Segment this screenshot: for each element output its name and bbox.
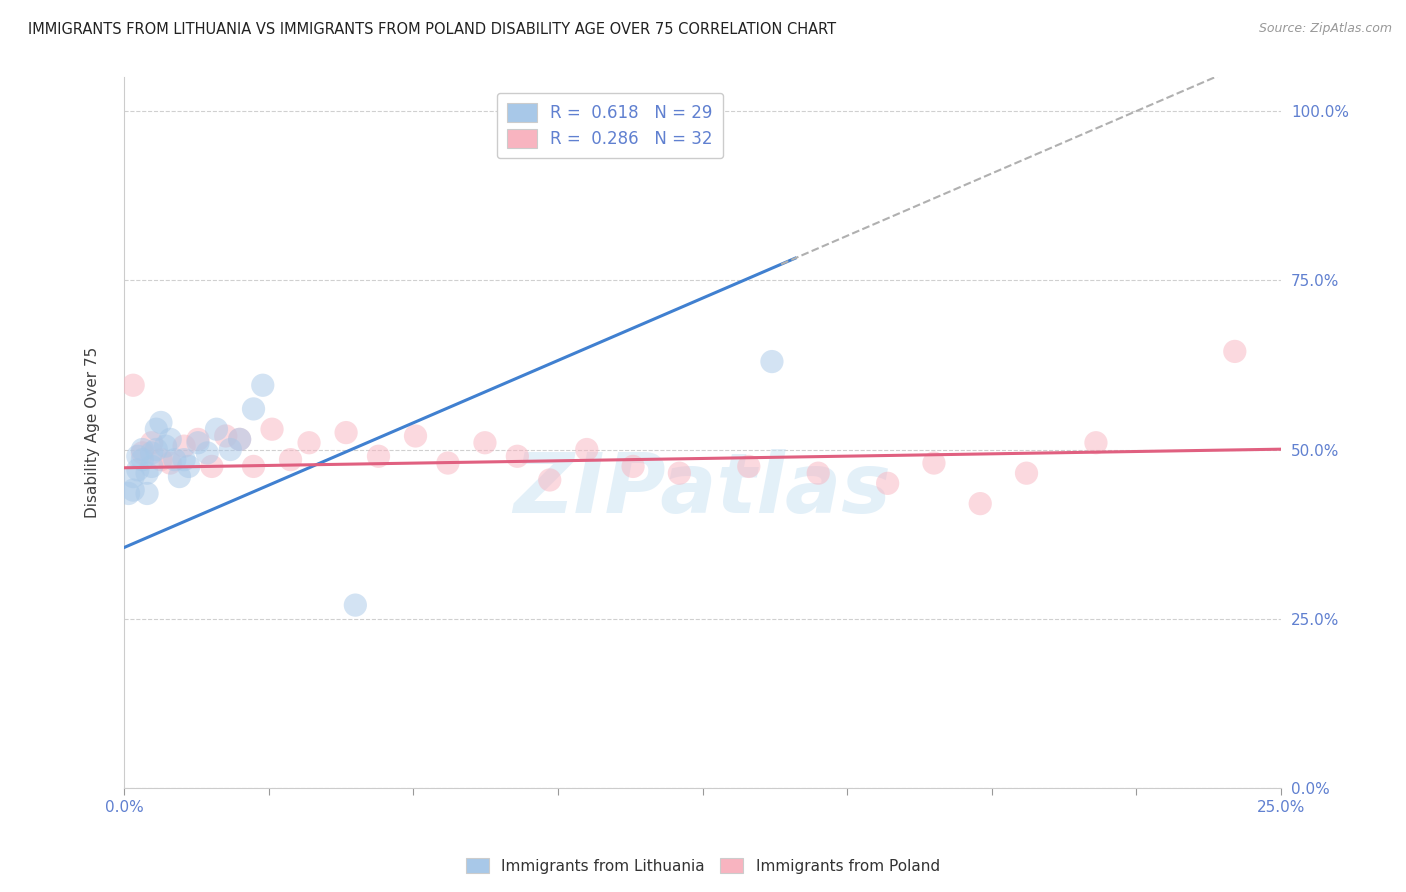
Point <box>131 452 153 467</box>
Point <box>131 446 153 460</box>
Text: ZIPatlas: ZIPatlas <box>513 449 891 530</box>
Point <box>169 469 191 483</box>
Point <box>177 459 200 474</box>
Point <box>159 433 181 447</box>
Point <box>405 429 427 443</box>
Text: IMMIGRANTS FROM LITHUANIA VS IMMIGRANTS FROM POLAND DISABILITY AGE OVER 75 CORRE: IMMIGRANTS FROM LITHUANIA VS IMMIGRANTS … <box>28 22 837 37</box>
Legend: Immigrants from Lithuania, Immigrants from Poland: Immigrants from Lithuania, Immigrants fr… <box>460 852 946 880</box>
Point <box>215 429 238 443</box>
Point <box>136 466 159 480</box>
Point <box>738 459 761 474</box>
Point <box>876 476 898 491</box>
Point <box>149 452 172 467</box>
Point <box>141 435 163 450</box>
Point <box>187 435 209 450</box>
Point <box>122 469 145 483</box>
Point <box>538 473 561 487</box>
Point <box>344 598 367 612</box>
Point <box>242 459 264 474</box>
Point <box>149 416 172 430</box>
Point <box>367 450 389 464</box>
Point <box>228 433 250 447</box>
Point <box>761 354 783 368</box>
Point <box>127 450 149 464</box>
Point <box>205 422 228 436</box>
Point <box>195 446 218 460</box>
Point <box>145 442 167 457</box>
Point <box>173 452 195 467</box>
Point <box>141 446 163 460</box>
Point <box>136 486 159 500</box>
Point <box>1015 466 1038 480</box>
Point <box>506 450 529 464</box>
Point <box>173 439 195 453</box>
Point <box>807 466 830 480</box>
Point <box>474 435 496 450</box>
Point <box>260 422 283 436</box>
Point <box>127 463 149 477</box>
Y-axis label: Disability Age Over 75: Disability Age Over 75 <box>86 347 100 518</box>
Point <box>201 459 224 474</box>
Point <box>122 378 145 392</box>
Point <box>117 486 139 500</box>
Point <box>122 483 145 497</box>
Point <box>187 433 209 447</box>
Point <box>228 433 250 447</box>
Point <box>969 497 991 511</box>
Text: Source: ZipAtlas.com: Source: ZipAtlas.com <box>1258 22 1392 36</box>
Point <box>131 442 153 457</box>
Point <box>252 378 274 392</box>
Point <box>621 459 644 474</box>
Point <box>163 452 186 467</box>
Point <box>280 452 302 467</box>
Point <box>1084 435 1107 450</box>
Point <box>922 456 945 470</box>
Point <box>437 456 460 470</box>
Point <box>1223 344 1246 359</box>
Point <box>219 442 242 457</box>
Point <box>668 466 690 480</box>
Point <box>335 425 357 440</box>
Point <box>242 401 264 416</box>
Point <box>141 459 163 474</box>
Legend: R =  0.618   N = 29, R =  0.286   N = 32: R = 0.618 N = 29, R = 0.286 N = 32 <box>496 93 723 158</box>
Point <box>145 422 167 436</box>
Point <box>155 439 177 453</box>
Point <box>298 435 321 450</box>
Point <box>159 456 181 470</box>
Point <box>575 442 598 457</box>
